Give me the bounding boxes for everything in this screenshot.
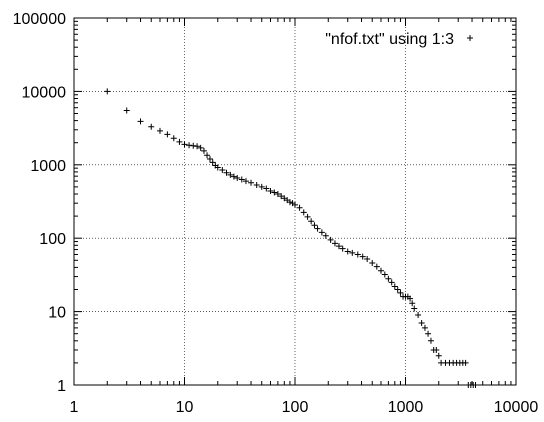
data-point: [274, 191, 281, 198]
plot-frame: [73, 17, 517, 386]
x-tick-label: 100: [282, 399, 309, 416]
data-point: [271, 189, 278, 196]
x-tick-label: 1: [70, 399, 79, 416]
data-point: [369, 259, 376, 266]
data-points: [104, 88, 479, 388]
data-point: [304, 213, 311, 220]
data-point: [194, 143, 201, 150]
axis-ticks: [73, 17, 517, 386]
data-point: [327, 236, 334, 243]
x-tick-label: 10000: [494, 399, 539, 416]
data-point: [278, 193, 285, 200]
y-tick-label: 1: [57, 378, 66, 395]
data-point: [435, 352, 442, 359]
data-point: [318, 229, 325, 236]
data-point: [170, 135, 177, 142]
data-point: [377, 267, 384, 274]
data-point: [292, 201, 298, 208]
data-point: [433, 346, 440, 353]
y-tick-label: 10: [48, 305, 66, 322]
data-point: [206, 155, 213, 162]
data-point: [164, 131, 171, 138]
data-point: [418, 319, 425, 326]
data-point: [186, 142, 193, 149]
data-point: [397, 289, 404, 296]
data-point: [286, 199, 293, 206]
data-point: [394, 286, 401, 293]
data-point: [267, 187, 274, 194]
data-point: [322, 232, 329, 239]
data-point: [104, 88, 111, 95]
data-point: [344, 248, 351, 255]
data-point: [176, 138, 183, 145]
data-point: [364, 256, 371, 263]
data-point: [200, 147, 207, 154]
data-point: [190, 142, 197, 149]
data-point: [425, 330, 432, 337]
data-point: [123, 107, 130, 114]
data-point: [209, 159, 216, 166]
data-point: [427, 337, 434, 344]
legend-marker: [467, 35, 473, 41]
x-tick-label: 10: [176, 399, 194, 416]
data-point: [421, 324, 428, 331]
y-tick-label: 1000: [30, 158, 66, 175]
data-point: [415, 311, 422, 318]
data-point: [359, 253, 366, 260]
data-point: [204, 152, 211, 159]
y-tick-label: 100: [39, 231, 66, 248]
data-point: [462, 359, 469, 366]
legend-series-label: "nfof.txt" using 1:3: [325, 31, 454, 48]
data-point: [407, 295, 414, 302]
grid-lines: [74, 18, 516, 385]
data-point: [258, 183, 265, 190]
data-point: [238, 176, 245, 183]
data-point: [314, 225, 321, 232]
tick-labels: 1 10 100 1000 10000 1 10 100 1000 10000 100000: [13, 11, 539, 416]
data-point: [227, 171, 234, 178]
data-point: [300, 209, 307, 216]
data-point: [349, 249, 356, 256]
data-point: [296, 204, 303, 211]
data-point: [223, 169, 230, 176]
data-point: [354, 251, 361, 258]
data-point: [373, 263, 380, 270]
data-point: [311, 222, 318, 229]
data-point: [335, 243, 342, 250]
data-point: [409, 300, 416, 307]
data-point: [263, 185, 270, 192]
legend: "nfof.txt" using 1:3: [325, 31, 473, 48]
x-tick-label: 1000: [388, 399, 424, 416]
data-point: [234, 175, 241, 182]
data-point: [197, 144, 204, 151]
data-point: [411, 305, 418, 312]
data-point: [381, 271, 388, 278]
data-point: [137, 118, 144, 125]
data-point: [214, 164, 221, 171]
data-point: [219, 166, 226, 173]
y-tick-label: 10000: [22, 84, 67, 101]
data-point: [156, 127, 163, 134]
data-point: [248, 179, 255, 186]
plot-border: [73, 17, 517, 386]
data-point: [331, 240, 338, 247]
y-tick-label: 100000: [13, 11, 66, 28]
data-point: [242, 178, 249, 185]
data-point: [308, 218, 315, 225]
data-point: [391, 283, 398, 290]
data-point: [181, 141, 188, 148]
data-point: [339, 245, 346, 252]
data-point: [385, 275, 392, 282]
data-point: [230, 173, 237, 180]
data-point: [253, 182, 260, 189]
data-point: [148, 123, 155, 130]
data-point: [388, 279, 395, 286]
